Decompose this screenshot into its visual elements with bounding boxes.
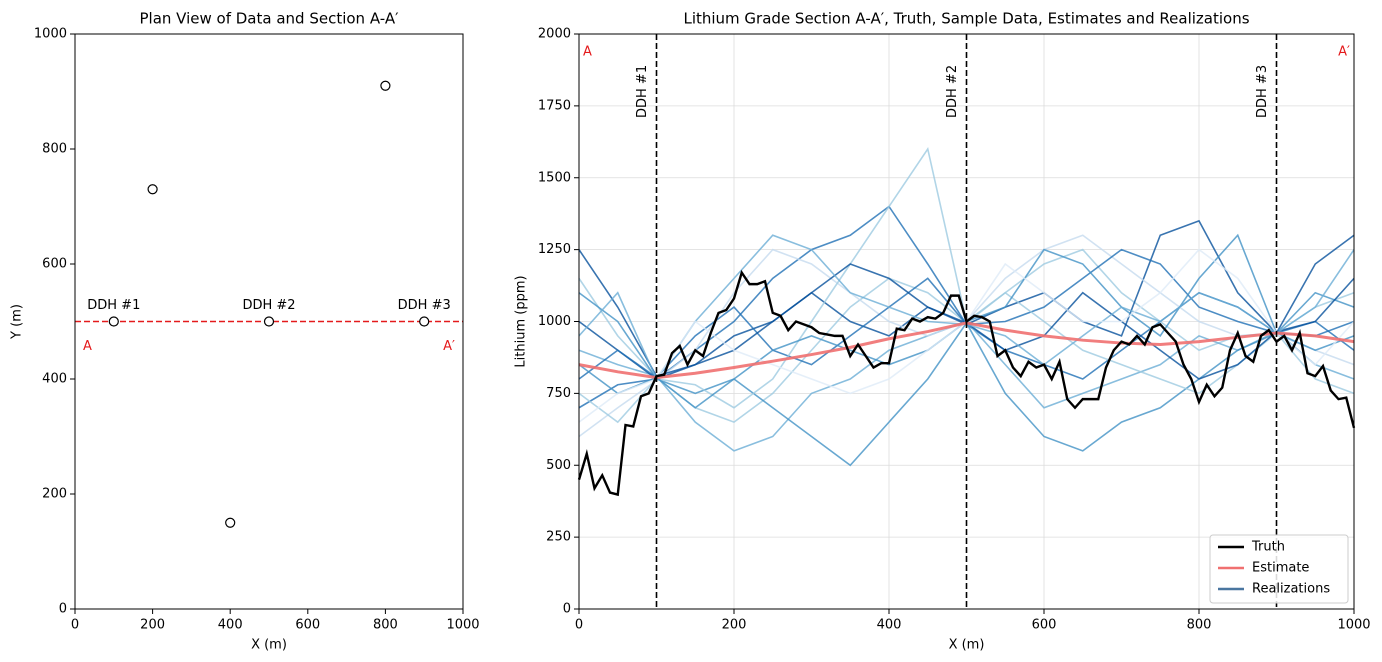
x-tick-label: 0	[575, 618, 583, 633]
legend-label: Truth	[1251, 540, 1285, 555]
y-tick-label: 0	[563, 602, 571, 617]
data-point	[419, 316, 430, 327]
y-tick-label: 800	[42, 142, 67, 157]
x-tick-label: 600	[295, 618, 320, 633]
x-axis-label: X (m)	[949, 638, 985, 653]
point-annotation: DDH #1	[87, 298, 140, 313]
section-end-label: A′	[1338, 45, 1350, 60]
y-tick-label: 1000	[538, 314, 571, 329]
legend-label: Estimate	[1252, 561, 1309, 576]
drillhole-label: DDH #2	[945, 65, 960, 118]
chart-title: Plan View of Data and Section A-A′	[139, 10, 399, 28]
plot-frame	[578, 33, 1355, 610]
y-tick-label: 400	[42, 372, 67, 387]
point-annotation: DDH #3	[398, 298, 451, 313]
x-tick-label: 1000	[446, 618, 479, 633]
plot-frame	[74, 33, 464, 610]
y-tick-label: 0	[59, 602, 67, 617]
x-tick-label: 400	[877, 618, 902, 633]
x-tick-label: 600	[1032, 618, 1057, 633]
y-tick-label: 1250	[538, 242, 571, 257]
data-point	[108, 316, 119, 327]
y-tick-label: 1750	[538, 98, 571, 113]
y-axis-label: Lithium (ppm)	[514, 275, 529, 367]
x-tick-label: 800	[373, 618, 398, 633]
x-tick-label: 200	[140, 618, 165, 633]
legend: Truth Estimate Realizations	[1209, 534, 1349, 604]
truth-line	[577, 269, 1356, 497]
section-end-label: A′	[443, 339, 455, 354]
section-start-label: A	[83, 339, 92, 354]
data-point	[263, 316, 275, 327]
x-tick-label: 200	[722, 618, 747, 633]
chart-title: Lithium Grade Section A-A′, Truth, Sampl…	[683, 10, 1249, 28]
section-start-label: A	[583, 45, 592, 60]
y-tick-label: 250	[546, 530, 571, 545]
drillhole-label: DDH #3	[1255, 65, 1270, 118]
x-axis-label: X (m)	[251, 638, 287, 653]
drillhole-label: DDH #1	[635, 65, 650, 118]
y-tick-label: 1500	[538, 170, 571, 185]
data-point	[380, 80, 391, 91]
data-point	[225, 517, 236, 528]
x-tick-label: 1000	[1337, 618, 1370, 633]
y-axis-label: Y (m)	[10, 304, 25, 340]
y-tick-label: 1000	[34, 27, 67, 42]
y-tick-label: 2000	[538, 27, 571, 42]
legend-box	[1209, 534, 1349, 604]
y-tick-label: 500	[546, 458, 571, 473]
x-tick-label: 400	[218, 618, 243, 633]
legend-label: Realizations	[1252, 582, 1330, 597]
y-tick-label: 200	[42, 487, 67, 502]
y-tick-label: 600	[42, 257, 67, 272]
x-tick-label: 800	[1187, 618, 1212, 633]
x-tick-label: 0	[71, 618, 79, 633]
y-tick-label: 750	[546, 386, 571, 401]
data-point	[147, 184, 158, 195]
point-annotation: DDH #2	[242, 298, 295, 313]
